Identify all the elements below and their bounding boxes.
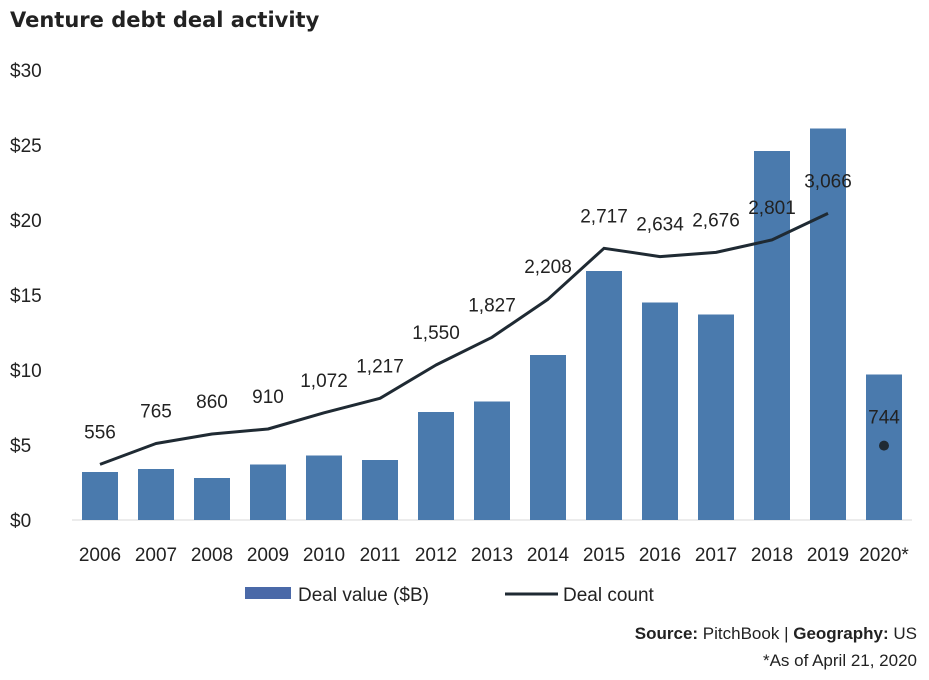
bar: [250, 464, 286, 520]
bar: [474, 401, 510, 520]
bar: [698, 314, 734, 520]
deal-count-label: 2,634: [636, 215, 684, 236]
footer-separator: |: [784, 624, 789, 643]
x-tick-label: 2006: [79, 545, 121, 566]
legend-bar-label: Deal value ($B): [298, 585, 429, 606]
deal-count-label: 2,676: [692, 210, 740, 231]
bar: [642, 302, 678, 520]
bar: [586, 271, 622, 520]
x-tick-label: 2020*: [859, 545, 909, 566]
deal-count-label: 2,801: [748, 198, 796, 219]
y-tick-label: $25: [10, 136, 42, 157]
deal-count-label: 765: [140, 402, 172, 423]
bar: [194, 478, 230, 520]
bar: [418, 412, 454, 520]
legend: Deal value ($B) Deal count: [245, 585, 655, 606]
legend-line-label: Deal count: [563, 585, 655, 606]
source-value: PitchBook: [702, 624, 780, 643]
deal-count-label: 910: [252, 387, 284, 408]
x-tick-label: 2012: [415, 545, 457, 566]
geography-key: Geography:: [793, 624, 889, 643]
y-tick-label: $15: [10, 286, 42, 307]
chart-title: Venture debt deal activity: [10, 8, 320, 32]
as-of-note: *As of April 21, 2020: [762, 651, 917, 670]
bar: [810, 128, 846, 520]
deal-count-label: 860: [196, 392, 228, 413]
deal-count-label: 2,717: [580, 206, 628, 227]
y-axis: $0 $5 $10 $15 $20 $25 $30: [10, 61, 42, 532]
deal-count-label: 2,208: [524, 257, 572, 278]
deal-count-label: 744: [868, 408, 900, 429]
chart-area: $0 $5 $10 $15 $20 $25 $30 556 765 860 910 1,072 1,2…: [10, 61, 912, 606]
legend-bar-swatch: [245, 587, 291, 599]
line-series: [99, 212, 889, 466]
geography-value: US: [893, 624, 917, 643]
bar-series: [82, 128, 902, 520]
y-tick-label: $10: [10, 361, 42, 382]
y-tick-label: $20: [10, 211, 42, 232]
x-tick-label: 2013: [471, 545, 513, 566]
x-tick-label: 2016: [639, 545, 681, 566]
deal-count-label: 556: [84, 422, 116, 443]
y-tick-label: $0: [10, 511, 31, 532]
bar: [138, 469, 174, 520]
deal-count-line: [99, 212, 829, 466]
x-tick-label: 2015: [583, 545, 625, 566]
bar: [306, 455, 342, 520]
deal-count-label: 1,217: [356, 356, 404, 377]
source-line: Source: PitchBook | Geography: US: [635, 624, 917, 644]
x-tick-label: 2018: [751, 545, 793, 566]
deal-count-label: 1,827: [468, 295, 516, 316]
bar: [530, 355, 566, 520]
y-tick-label: $30: [10, 61, 42, 82]
x-tick-label: 2019: [807, 545, 849, 566]
x-tick-label: 2010: [303, 545, 345, 566]
x-tick-label: 2011: [360, 545, 401, 566]
bar: [362, 460, 398, 520]
deal-count-point: [879, 440, 889, 451]
deal-count-label: 1,072: [300, 371, 348, 392]
x-tick-label: 2014: [527, 545, 570, 566]
bar: [754, 151, 790, 520]
y-tick-label: $5: [10, 436, 31, 457]
x-tick-label: 2009: [247, 545, 289, 566]
x-tick-label: 2007: [135, 545, 177, 566]
x-tick-label: 2017: [695, 545, 737, 566]
deal-count-label: 3,066: [804, 171, 852, 192]
bar: [82, 472, 118, 520]
deal-count-label: 1,550: [412, 323, 460, 344]
x-tick-label: 2008: [191, 545, 233, 566]
source-key: Source:: [634, 624, 699, 643]
line-data-labels: 556 765 860 910 1,072 1,217 1,550 1,827 2,208 2,7…: [84, 171, 900, 443]
x-axis: 2006 2007 2008 2009 2010 2011 2012 2013 2014 2015…: [79, 545, 910, 566]
